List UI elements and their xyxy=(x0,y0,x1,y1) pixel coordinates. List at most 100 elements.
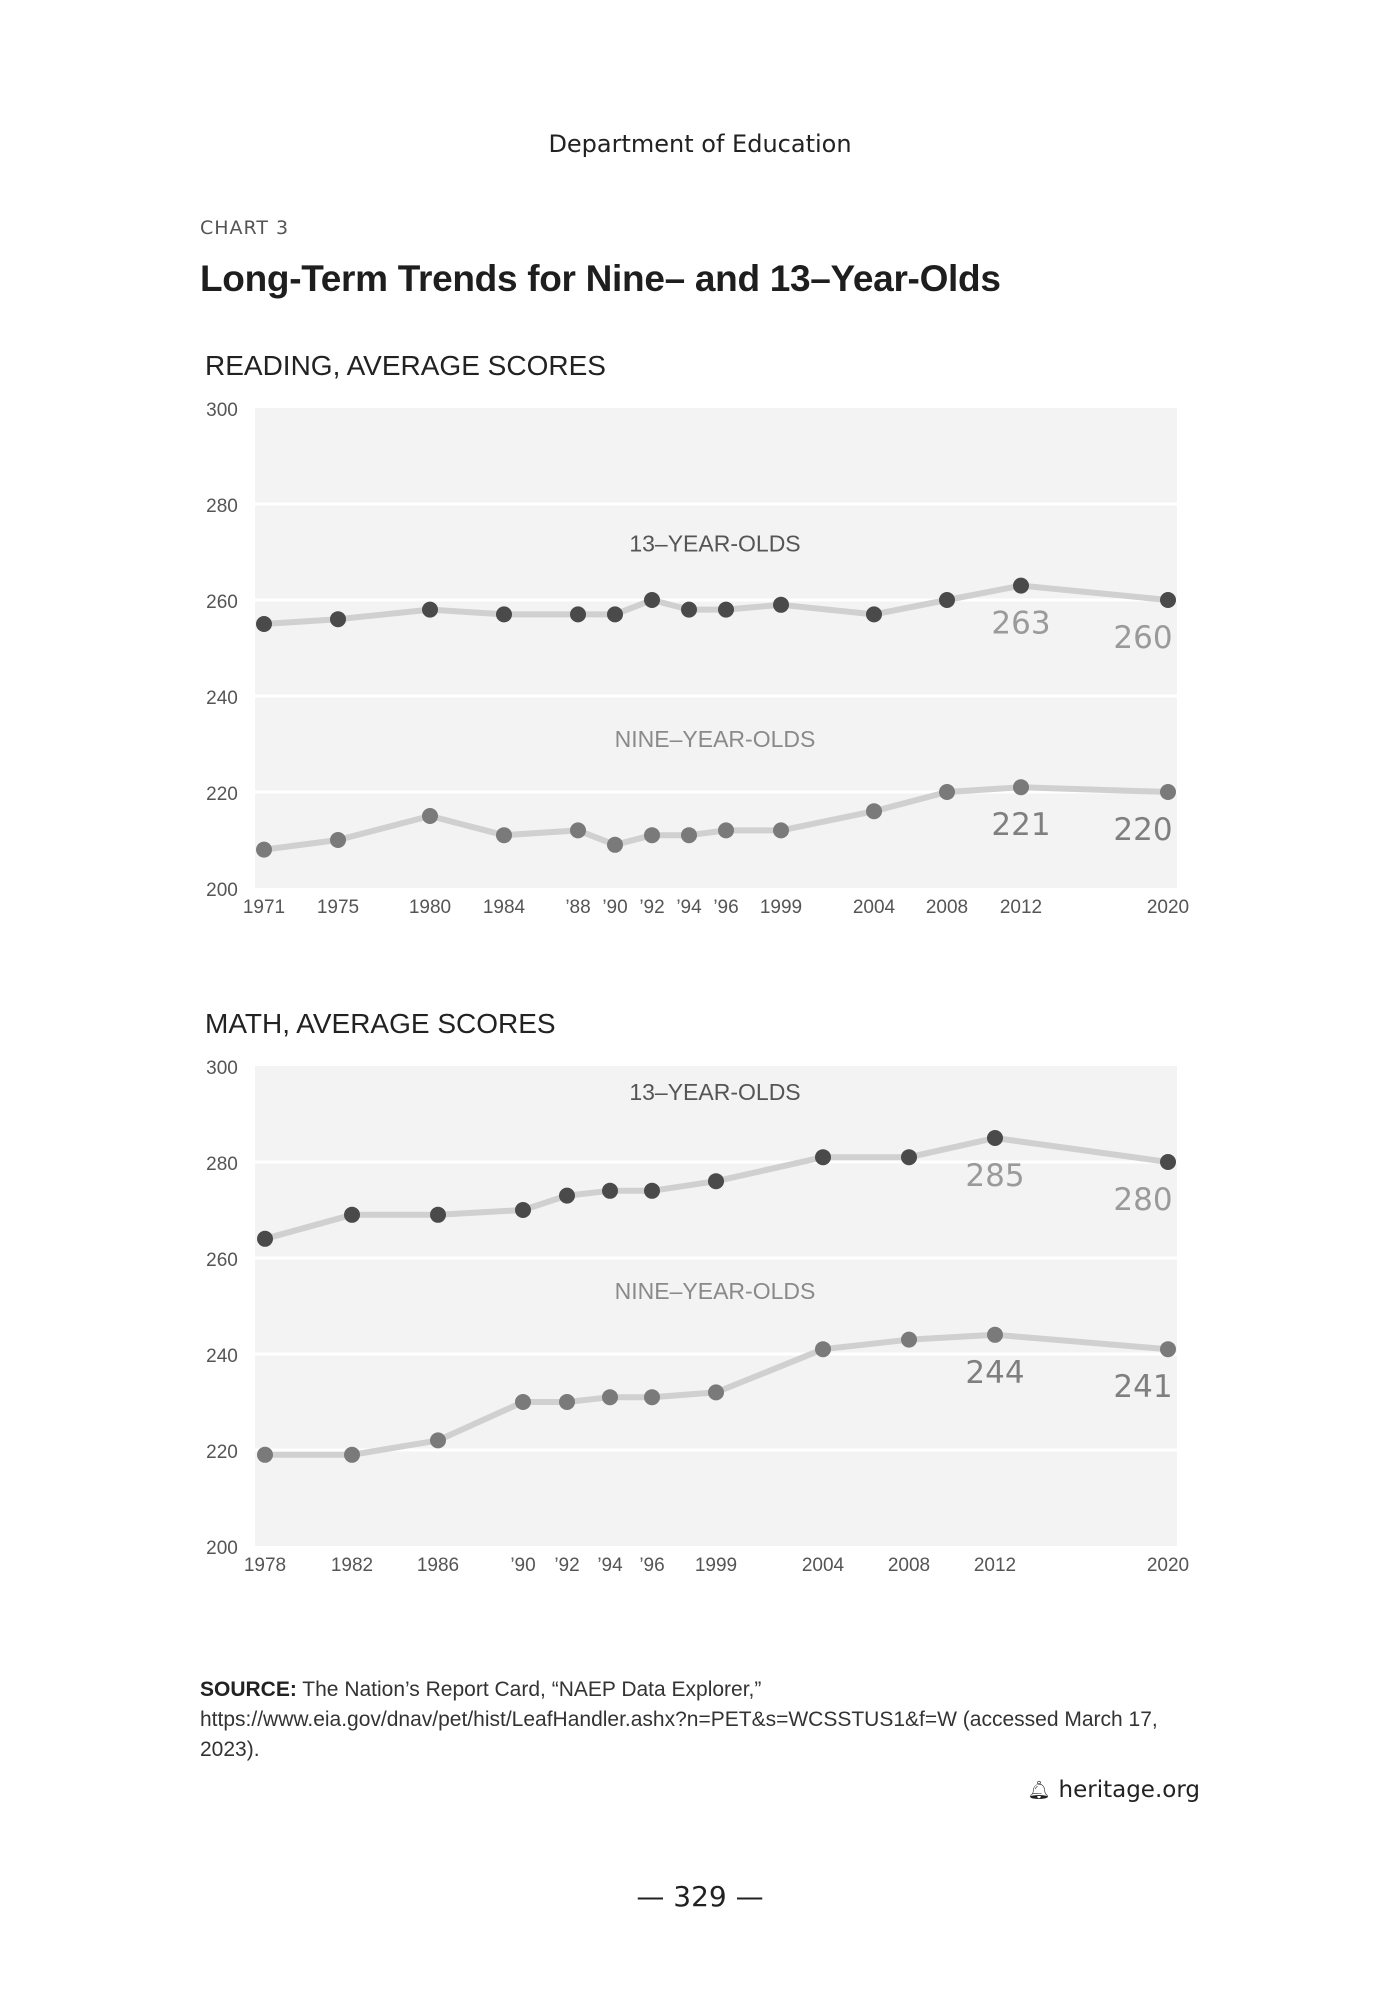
data-point xyxy=(644,827,660,844)
y-tick-label: 240 xyxy=(206,1346,238,1367)
y-tick-label: 300 xyxy=(206,400,238,421)
x-tick-label: ’96 xyxy=(639,1555,664,1576)
x-tick-label: ’90 xyxy=(510,1555,535,1576)
x-tick-label: 2012 xyxy=(974,1555,1016,1576)
data-point xyxy=(607,606,623,623)
data-point xyxy=(939,784,955,800)
x-tick-label: 1984 xyxy=(483,897,526,918)
data-point xyxy=(644,1182,660,1199)
data-point xyxy=(1160,1154,1176,1170)
x-tick-label: 2004 xyxy=(853,897,896,918)
y-tick-label: 280 xyxy=(206,1154,238,1175)
data-point xyxy=(515,1394,531,1410)
series-line xyxy=(262,1331,1171,1458)
value-annotation: 241 xyxy=(1113,1369,1172,1405)
data-point xyxy=(681,827,697,844)
x-tick-label: 1975 xyxy=(317,897,359,918)
liberty-bell-icon: 🔔︎ xyxy=(1027,1779,1051,1801)
y-tick-label: 260 xyxy=(206,1250,238,1271)
x-tick-label: 1978 xyxy=(244,1555,286,1576)
data-point xyxy=(815,1149,831,1166)
chart-label: CHART 3 xyxy=(200,217,290,239)
value-annotation: 280 xyxy=(1113,1182,1172,1218)
y-tick-label: 260 xyxy=(206,592,238,613)
x-tick-label: ’92 xyxy=(554,1555,579,1576)
data-point xyxy=(1013,779,1029,796)
brand-text: heritage.org xyxy=(1058,1777,1200,1803)
data-point xyxy=(901,1149,917,1166)
reading-panel-title: READING, AVERAGE SCORES xyxy=(205,350,606,381)
reading-chart: 200 220 240 260 280 300 1971 1975 1980 1984 ’88 ’90… xyxy=(206,400,1189,918)
data-point xyxy=(987,1130,1003,1146)
data-point xyxy=(1160,1341,1176,1358)
data-point xyxy=(644,592,660,608)
x-tick-label: 2020 xyxy=(1147,1555,1189,1576)
data-point xyxy=(559,1394,575,1410)
page-number: — 329 — xyxy=(636,1880,764,1913)
data-point xyxy=(815,1341,831,1358)
data-point xyxy=(644,1389,660,1406)
data-point xyxy=(987,1326,1003,1343)
x-tick-label: 1999 xyxy=(695,1555,737,1576)
source-note: SOURCE: The Nation’s Report Card, “NAEP … xyxy=(200,1675,1200,1765)
x-tick-label: 1999 xyxy=(760,897,802,918)
data-point xyxy=(607,836,623,853)
plot-background xyxy=(255,1066,1177,1546)
x-tick-label: 2012 xyxy=(1000,897,1042,918)
plot-background xyxy=(255,408,1177,888)
data-point xyxy=(496,606,512,623)
x-tick-label: ’90 xyxy=(602,897,627,918)
data-point xyxy=(602,1389,618,1406)
value-annotation: 263 xyxy=(991,606,1050,642)
data-point xyxy=(570,822,586,839)
data-point xyxy=(1013,577,1029,594)
y-tick-label: 200 xyxy=(206,1538,238,1559)
x-tick-label: 2008 xyxy=(926,897,968,918)
y-tick-label: 240 xyxy=(206,688,238,709)
data-point xyxy=(708,1173,724,1190)
y-tick-label: 200 xyxy=(206,880,238,901)
math-panel-title: MATH, AVERAGE SCORES xyxy=(205,1008,556,1039)
data-point xyxy=(430,1206,446,1223)
math-chart: 200 220 240 260 280 300 1978 1982 1986 ’90 ’92 ’94 ’… xyxy=(206,1058,1189,1576)
x-tick-label: 1982 xyxy=(331,1555,373,1576)
data-point xyxy=(718,601,734,618)
series-line xyxy=(262,1135,1171,1242)
brand: 🔔︎ heritage.org xyxy=(1028,1777,1200,1803)
data-point xyxy=(718,822,734,839)
source-text: The Nation’s Report Card, “NAEP Data Exp… xyxy=(200,1678,1158,1761)
data-point xyxy=(344,1446,360,1463)
x-tick-label: 2020 xyxy=(1147,897,1189,918)
data-point xyxy=(256,616,272,632)
data-point xyxy=(708,1384,724,1401)
value-annotation: 221 xyxy=(991,807,1050,843)
x-tick-label: 2004 xyxy=(802,1555,845,1576)
data-point xyxy=(256,841,272,858)
running-head: Department of Education xyxy=(548,130,852,158)
data-point xyxy=(570,606,586,623)
data-point xyxy=(773,596,789,613)
x-tick-label: 2008 xyxy=(888,1555,930,1576)
x-tick-label: ’94 xyxy=(597,1555,623,1576)
chart-title: Long-Term Trends for Nine– and 13–Year-O… xyxy=(200,258,1001,299)
data-point xyxy=(257,1230,273,1247)
value-annotation: 285 xyxy=(965,1158,1024,1194)
series-line xyxy=(261,582,1171,627)
data-point xyxy=(773,822,789,839)
y-tick-label: 220 xyxy=(206,784,238,805)
data-point xyxy=(939,592,955,608)
data-point xyxy=(257,1446,273,1463)
source-label: SOURCE: xyxy=(200,1678,297,1701)
data-point xyxy=(422,601,438,618)
y-tick-label: 280 xyxy=(206,496,238,517)
data-point xyxy=(901,1331,917,1348)
x-tick-label: ’96 xyxy=(713,897,738,918)
data-point xyxy=(430,1432,446,1449)
series-line xyxy=(261,784,1171,853)
y-tick-label: 220 xyxy=(206,1442,238,1463)
data-point xyxy=(330,832,346,848)
x-tick-label: 1986 xyxy=(417,1555,459,1576)
data-point xyxy=(1160,784,1176,800)
data-point xyxy=(602,1182,618,1199)
series-label: NINE–YEAR-OLDS xyxy=(615,1278,816,1304)
